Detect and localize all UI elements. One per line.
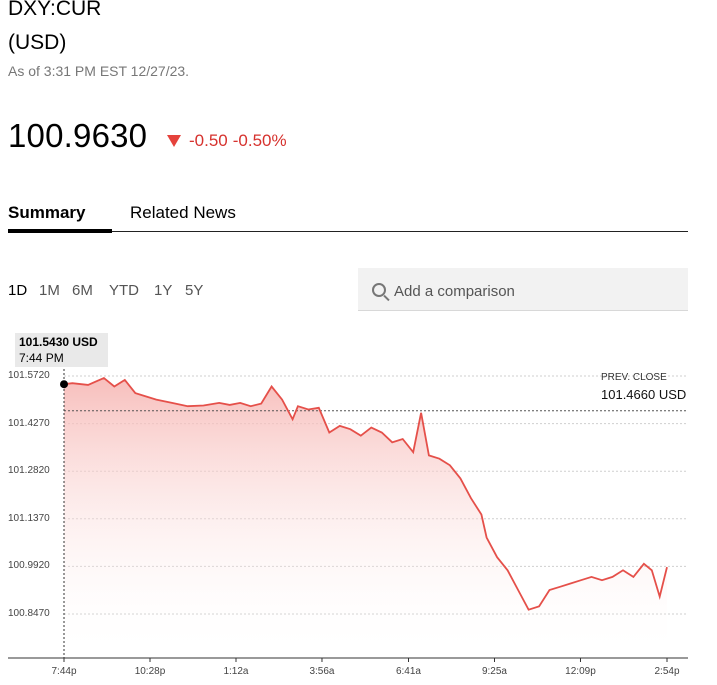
- y-tick-label: 100.8470: [8, 608, 50, 619]
- change-value: -0.50: [189, 131, 228, 150]
- tabs-divider: [8, 231, 688, 232]
- as-of-timestamp: As of 3:31 PM EST 12/27/23.: [8, 63, 190, 79]
- tooltip-time: 7:44 PM: [19, 351, 64, 365]
- range-5y-button[interactable]: 5Y: [185, 282, 204, 299]
- change-percent: -0.50%: [232, 131, 287, 150]
- tooltip-box: [15, 333, 108, 367]
- x-tick-label: 2:54p: [654, 666, 680, 677]
- y-tick-label: 101.1370: [8, 512, 50, 524]
- quote-price: 100.9630: [8, 117, 148, 154]
- prev-close-value: 101.4660 USD: [601, 387, 687, 402]
- tab-related-news[interactable]: Related News: [130, 203, 236, 222]
- x-tick-label: 1:12a: [223, 666, 249, 677]
- range-1d-button[interactable]: 1D: [8, 282, 28, 299]
- range-6m-button[interactable]: 6M: [72, 282, 93, 299]
- x-tick-label: 9:25a: [481, 666, 507, 677]
- x-tick-label: 3:56a: [309, 666, 335, 677]
- tooltip-value: 101.5430 USD: [19, 335, 98, 349]
- x-tick-label: 7:44p: [51, 666, 77, 677]
- prev-close-label: PREV. CLOSE: [601, 372, 667, 383]
- y-tick-label: 101.2820: [8, 465, 50, 477]
- price-area: [64, 378, 667, 658]
- down-arrow-icon: [167, 135, 181, 147]
- active-tab-indicator: [8, 229, 112, 233]
- y-tick-label: 101.5720: [8, 370, 50, 381]
- comparison-placeholder: Add a comparison: [394, 283, 515, 300]
- range-1m-button[interactable]: 1M: [39, 282, 60, 299]
- quote-change: -0.50 -0.50%: [167, 131, 287, 151]
- x-tick-label: 10:28p: [134, 666, 166, 677]
- range-ytd-button[interactable]: YTD: [109, 282, 139, 299]
- y-tick-label: 101.4270: [8, 417, 50, 429]
- y-tick-label: 100.9920: [8, 560, 50, 572]
- tab-summary[interactable]: Summary: [8, 203, 86, 222]
- currency-label: (USD): [8, 31, 67, 54]
- comparison-search-input[interactable]: Add a comparison: [358, 268, 688, 311]
- price-line: [63, 376, 668, 611]
- range-1y-button[interactable]: 1Y: [154, 282, 173, 299]
- crosshair-dot: [60, 380, 68, 389]
- x-tick-label: 6:41a: [395, 666, 421, 677]
- search-icon: [372, 283, 386, 297]
- ticker-symbol: DXY:CUR: [8, 0, 102, 20]
- x-tick-label: 12:09p: [565, 666, 596, 677]
